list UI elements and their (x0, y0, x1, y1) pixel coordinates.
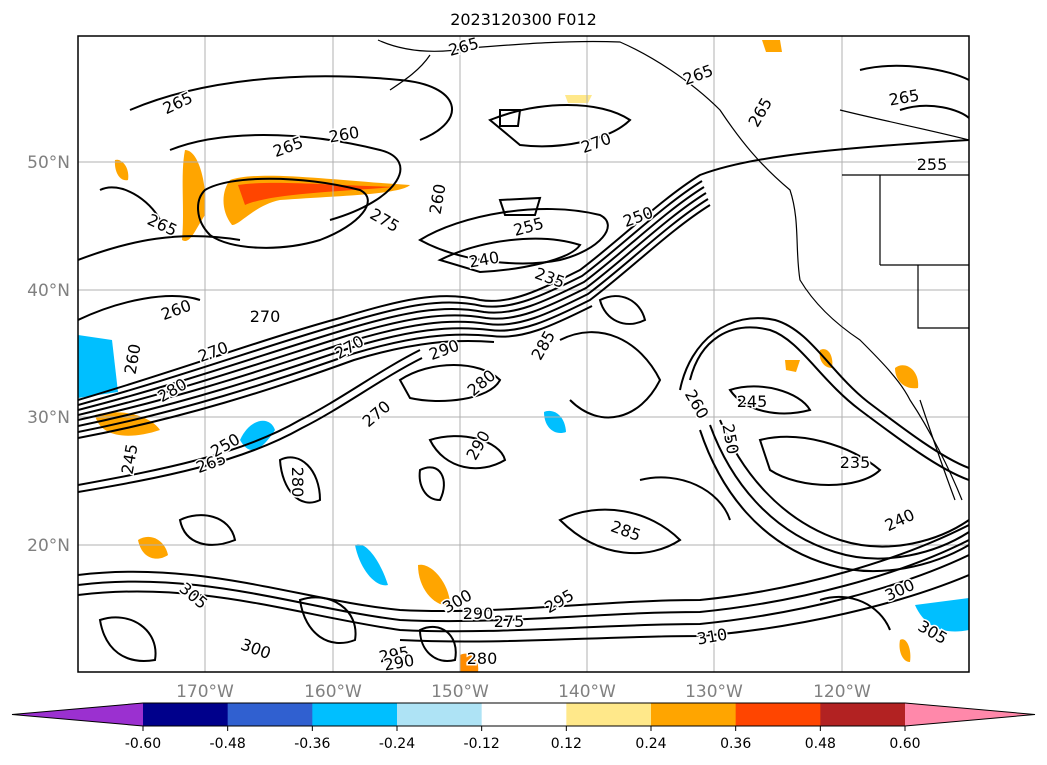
colorbar-segment (227, 703, 313, 726)
south-bundle (78, 349, 969, 643)
jet-bundle (78, 139, 969, 439)
shade-blue-center (544, 410, 566, 434)
shade-blue-west (78, 335, 118, 398)
contour-label: 275 (494, 612, 525, 631)
longitude-labels: 170°W 160°W 150°W 140°W 130°W 120°W (176, 682, 871, 702)
lon-label: 120°W (813, 682, 871, 702)
colorbar-tick-label: 0.60 (889, 736, 920, 752)
shade-orange-mid (138, 536, 168, 559)
colorbar-segment (820, 703, 906, 726)
shade-orange-south (418, 564, 450, 606)
contour-label: 255 (917, 155, 948, 174)
contour-label: 235 (840, 453, 871, 472)
map-title: 2023120300 F012 (450, 10, 597, 29)
colorbar-tick-label: -0.24 (379, 736, 415, 752)
colorbar-segment (397, 703, 483, 726)
shade-orange-s2 (899, 639, 911, 662)
shade-yellow-1 (565, 95, 592, 103)
contour-label: 280 (288, 467, 307, 498)
graticule (78, 36, 969, 672)
shade-yellow-4 (785, 360, 800, 372)
colorbar-segment (481, 703, 567, 726)
contour-label: 270 (250, 307, 281, 326)
shade-yellow-3 (114, 159, 129, 181)
colorbar-segment (651, 703, 737, 726)
colorbar-tick-label: -0.60 (125, 736, 161, 752)
colorbar-tick-label: 0.12 (551, 736, 582, 752)
contour-label: 260 (121, 342, 145, 375)
shade-blue-se (915, 598, 969, 632)
colorbar-segment (143, 703, 229, 726)
colorbar-segment (566, 703, 652, 726)
contour-label: 245 (737, 392, 768, 411)
colorbar-tick-label: -0.12 (464, 736, 500, 752)
shade-orange-ne (762, 40, 782, 52)
colorbar-tick-label: 0.48 (805, 736, 836, 752)
map-frame (77, 35, 970, 673)
coastlines (377, 39, 969, 501)
colorbar-tick-label: -0.36 (294, 736, 330, 752)
colorbar-tick-label: 0.36 (720, 736, 751, 752)
lon-label: 130°W (685, 682, 743, 702)
latitude-labels: 50°N 40°N 30°N 20°N (27, 153, 70, 556)
colorbar-segment (735, 703, 821, 726)
colorbar: -0.60 -0.48 -0.36 -0.24 -0.12 0.12 0.24 0.36 0.4… (11, 702, 1036, 752)
colorbar-extend-high (905, 703, 1035, 726)
colorbar-tick-label: -0.48 (210, 736, 246, 752)
contour-label: 260 (327, 123, 360, 147)
central-contours (98, 295, 891, 662)
shade-blue-south (355, 544, 388, 586)
contours (78, 64, 969, 662)
north-contours (78, 64, 969, 321)
contour-label: 280 (467, 649, 498, 668)
colorbar-segment (312, 703, 398, 726)
shade-orange-east (895, 365, 919, 389)
colorbar-tick-label: 0.24 (635, 736, 666, 752)
shade-blue-mid (240, 420, 275, 451)
lon-label: 150°W (431, 682, 489, 702)
map-content (78, 36, 969, 672)
east-bundle (679, 317, 969, 573)
lon-label: 160°W (304, 682, 362, 702)
lat-label: 30°N (27, 408, 70, 428)
colorbar-extend-low (12, 703, 143, 726)
lat-label: 40°N (27, 281, 70, 301)
lat-label: 20°N (27, 536, 70, 556)
lat-label: 50°N (27, 153, 70, 173)
lon-label: 170°W (176, 682, 234, 702)
contour-label: 290 (463, 604, 494, 623)
lon-label: 140°W (558, 682, 616, 702)
shade-orange-s (460, 653, 479, 672)
